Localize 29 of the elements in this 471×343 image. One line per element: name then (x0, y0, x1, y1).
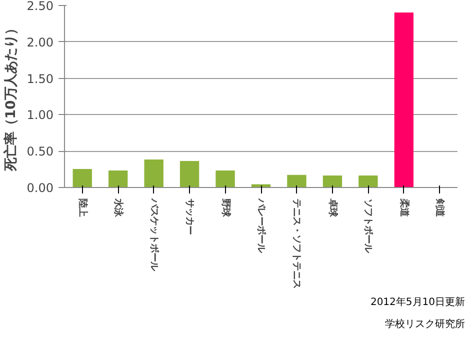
x-tick-label: 陸上 (76, 198, 88, 216)
bar (180, 160, 200, 188)
text: 2012年5月10日更新 (370, 296, 465, 310)
y-tick-label: 0.00 (26, 181, 54, 195)
bar (358, 176, 378, 188)
x-tick-label: バレーボール (256, 198, 266, 254)
y-tick-label: 2.00 (26, 35, 54, 50)
bar (322, 176, 342, 188)
x-tick-label: テニス・ソフトテニス (291, 198, 302, 288)
y-tick-label: 0.50 (26, 144, 54, 159)
bar (72, 169, 92, 188)
x-tick-label: 水泳 (112, 198, 124, 218)
x-tick-label: 剣道 (434, 198, 446, 218)
bar (144, 160, 164, 188)
x-tick-label: 野球 (220, 198, 231, 218)
x-tick-label: バスケットボール (148, 198, 160, 272)
y-tick-label: 1.50 (26, 72, 54, 86)
x-tick-label: サッカー (184, 198, 196, 234)
y-axis-title: 死亡率（10万人あたり） (2, 22, 19, 172)
x-tick-label: 卓球 (326, 198, 338, 218)
x-tick-label: 柔道 (398, 198, 410, 218)
bar (287, 174, 306, 188)
bar (108, 170, 128, 188)
y-tick-label: 2.50 (26, 0, 54, 13)
bar (394, 12, 414, 188)
text: 学校リスク研究所 (385, 318, 465, 332)
bar (216, 170, 235, 188)
x-tick-label: ソフトボール (362, 198, 374, 254)
y-tick-label: 1.00 (26, 108, 54, 122)
